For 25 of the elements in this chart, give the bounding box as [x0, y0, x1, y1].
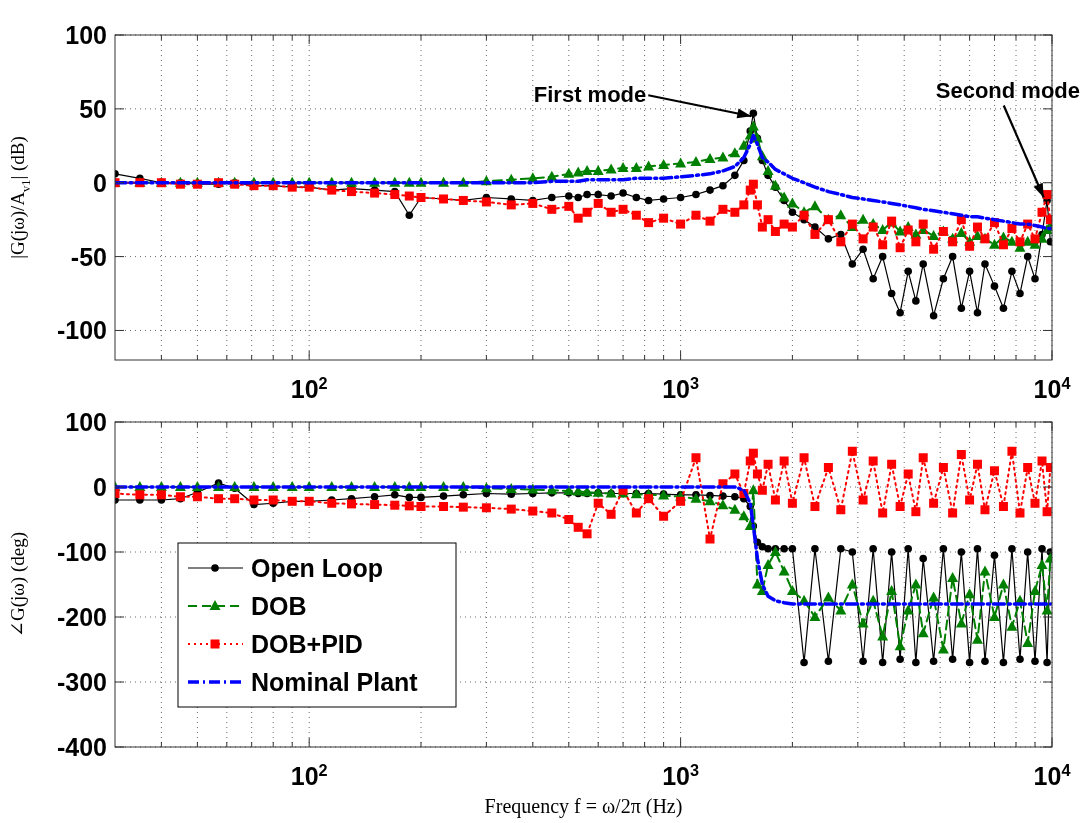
legend-label: DOB+PID — [251, 630, 363, 658]
y-tick-label: 100 — [65, 21, 107, 49]
y-tick-label: -100 — [56, 538, 107, 566]
x-tick-label: 10$^{2}$ — [290, 374, 328, 403]
y-tick-label: 50 — [79, 94, 107, 123]
x-tick-label: 10$^{4}$ — [1033, 374, 1071, 403]
y-axis-title: ∠G(jω) (deg) — [7, 532, 30, 637]
y-tick-label: -300 — [56, 668, 107, 696]
x-axis-title: Frequency f = ω/2π (Hz) — [484, 795, 683, 818]
annotation: Second mode — [935, 77, 1080, 103]
x-tick-label: 10$^{4}$ — [1033, 761, 1071, 790]
y-tick-label: -100 — [56, 316, 107, 345]
y-tick-label: 0 — [93, 168, 107, 197]
y-tick-label: -50 — [70, 242, 107, 271]
y-tick-label: 0 — [93, 473, 107, 501]
annotation: First mode — [533, 82, 647, 108]
y-tick-label: -400 — [56, 733, 107, 761]
legend-label: DOB — [251, 592, 307, 620]
x-tick-label: 10$^{3}$ — [662, 374, 700, 403]
y-tick-label: -200 — [56, 603, 107, 631]
legend-label: Open Loop — [251, 554, 383, 582]
y-tick-label: 100 — [65, 408, 107, 436]
x-tick-label: 10$^{3}$ — [662, 761, 700, 790]
x-tick-label: 10$^{2}$ — [290, 761, 328, 790]
legend-label: Nominal Plant — [251, 668, 419, 696]
